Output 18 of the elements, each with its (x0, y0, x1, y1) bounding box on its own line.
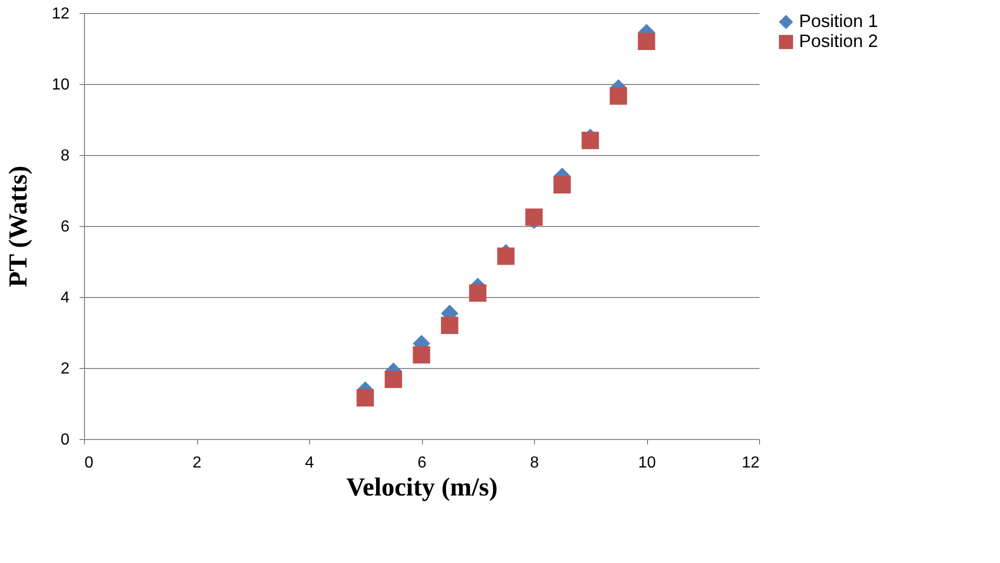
y-tick-label: 4 (60, 290, 70, 306)
x-tick-label: 12 (742, 454, 760, 472)
y-tick-label: 0 (60, 432, 70, 448)
y-tick-label: 12 (52, 6, 70, 22)
y-axis-title: PT (Watts) (4, 166, 33, 288)
y-tick-label: 8 (60, 148, 70, 164)
x-tick-label: 0 (84, 454, 94, 472)
x-tick-label: 8 (530, 454, 540, 472)
y-tick-label: 2 (60, 360, 70, 378)
x-tick-label: 2 (192, 454, 202, 472)
x-tick-label: 10 (638, 454, 656, 472)
y-tick-label: 6 (60, 218, 70, 236)
legend-label: Position 2 (799, 31, 878, 51)
x-tick-label: 4 (305, 454, 314, 472)
x-tick-label: 6 (418, 454, 427, 472)
y-tick-label: 10 (52, 76, 70, 94)
x-axis-title: Velocity (m/s) (346, 472, 498, 502)
legend-label: Position 1 (799, 11, 878, 31)
